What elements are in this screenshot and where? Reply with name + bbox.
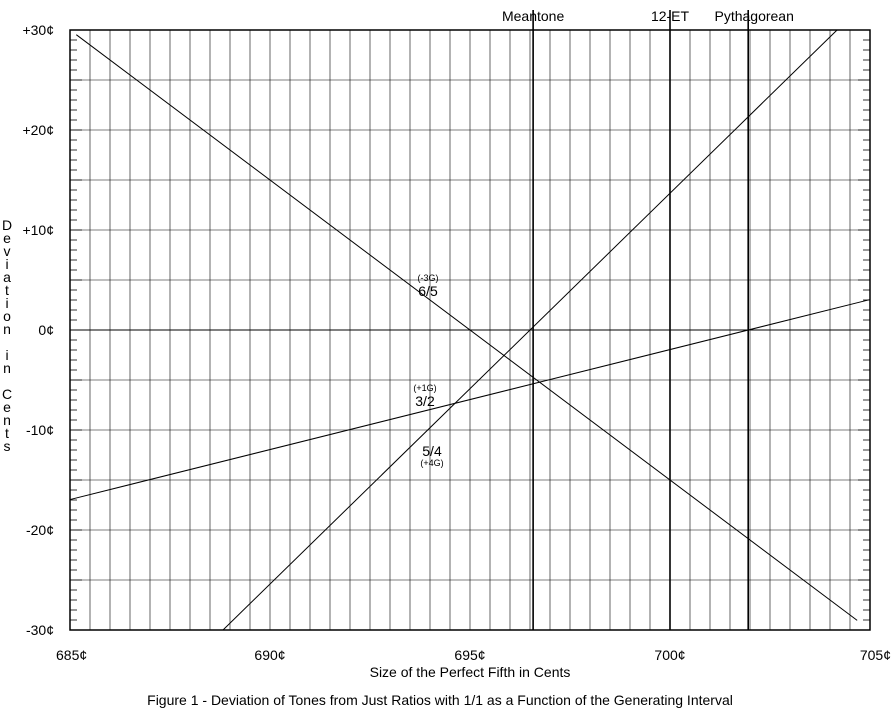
y-axis-title-char: n [3,412,11,428]
series-sublabel: (-3G) [418,273,439,283]
series-line [75,34,858,621]
series-line [222,29,838,631]
y-tick-label: +20¢ [22,122,54,138]
x-tick-label: 700¢ [654,647,685,663]
y-tick-label: +30¢ [22,22,54,38]
y-tick-label: -10¢ [26,422,54,438]
y-axis-title-char: n [3,360,11,376]
figure-caption: Figure 1 - Deviation of Tones from Just … [147,692,733,708]
reference-line-label: Pythagorean [714,8,793,24]
y-tick-label: -30¢ [26,622,54,638]
y-tick-label: +10¢ [22,222,54,238]
x-tick-label: 685¢ [56,647,87,663]
y-axis-title-char: v [4,243,11,259]
series-sublabel: (+4G) [420,458,443,468]
y-axis-title-char: i [5,295,8,311]
y-axis-title-char: i [5,256,8,272]
y-axis-title-char: D [2,217,12,233]
x-tick-label: 690¢ [254,647,285,663]
reference-line-label: 12-ET [651,8,690,24]
y-axis-title-char: e [3,399,11,415]
x-tick-label: 705¢ [860,647,891,663]
series-label: 3/2 [415,393,435,409]
series-line [69,299,871,501]
y-axis-title-char: a [3,269,11,285]
series-label: 6/5 [418,283,438,299]
series-label: 5/4 [422,443,442,459]
series-layer [69,29,871,631]
x-axis-title: Size of the Perfect Fifth in Cents [370,664,571,680]
y-axis-title-char: s [4,438,11,454]
y-axis-title-char: t [5,282,9,298]
y-axis-title-char: o [3,308,11,324]
y-axis-title-char: t [5,425,9,441]
series-sublabel: (+1G) [413,383,436,393]
y-tick-label: -20¢ [26,522,54,538]
grid-layer [69,29,871,631]
y-axis-title-char: C [2,386,12,402]
y-tick-label: 0¢ [38,322,54,338]
labels-layer: 3/2(+1G) 5/4(+4G) 6/5(-3G) [413,273,443,468]
axis-text-layer: +30¢ +20¢ +10¢ 0¢ -10¢ -20¢ -30¢685¢ 690¢ 695¢ 70… [2,22,891,663]
reference-lines-layer: Meantone 12-ET Pythagorean [502,8,794,630]
reference-line-label: Meantone [502,8,564,24]
x-tick-label: 695¢ [454,647,485,663]
y-axis-title-char: n [3,321,11,337]
y-axis-title-char: e [3,230,11,246]
y-axis-title-char: i [5,347,8,363]
